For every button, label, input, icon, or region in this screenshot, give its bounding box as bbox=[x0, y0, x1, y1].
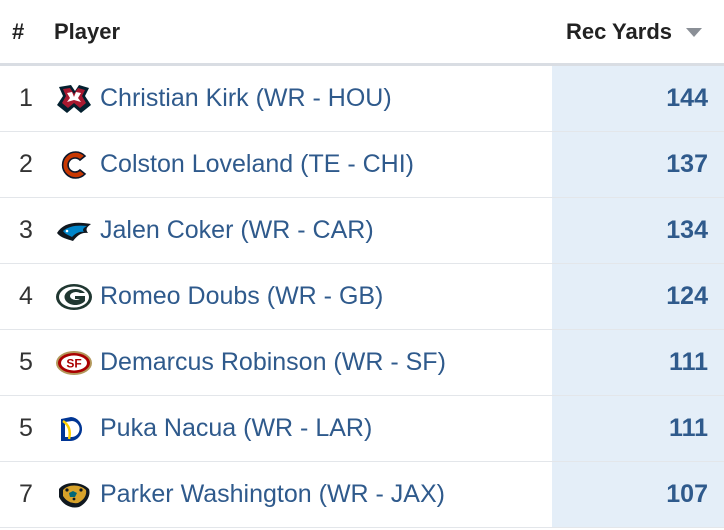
table-row: 5 Puka Nacua (WR - LAR) 111 bbox=[0, 396, 724, 462]
row-rec-yards: 137 bbox=[552, 132, 724, 197]
player-link[interactable]: Christian Kirk (WR - HOU) bbox=[100, 84, 392, 112]
caret-down-icon[interactable] bbox=[686, 28, 702, 37]
table-row: 3 Jalen Coker (WR - CAR) 134 bbox=[0, 198, 724, 264]
player-link[interactable]: Demarcus Robinson (WR - SF) bbox=[100, 348, 446, 376]
row-rec-yards: 124 bbox=[552, 264, 724, 329]
row-rank: 5 bbox=[19, 414, 33, 442]
table-row: 4 Romeo Doubs (WR - GB) 124 bbox=[0, 264, 724, 330]
row-rank: 7 bbox=[19, 480, 33, 508]
row-rec-yards: 111 bbox=[552, 330, 724, 395]
row-rec-yards: 144 bbox=[552, 66, 724, 131]
player-column-header[interactable]: Player bbox=[54, 18, 121, 44]
row-rank: 2 bbox=[19, 150, 33, 178]
player-link[interactable]: Parker Washington (WR - JAX) bbox=[100, 480, 445, 508]
table-row: 5 SF Demarcus Robinson (WR - SF) 111 bbox=[0, 330, 724, 396]
row-rank: 3 bbox=[19, 216, 33, 244]
player-link[interactable]: Jalen Coker (WR - CAR) bbox=[100, 216, 374, 244]
rec-yards-header-label: Rec Yards bbox=[565, 18, 672, 44]
row-rec-yards: 111 bbox=[552, 396, 724, 461]
row-rec-yards: 107 bbox=[552, 462, 724, 527]
player-link[interactable]: Colston Loveland (TE - CHI) bbox=[100, 150, 415, 178]
panthers-logo-icon bbox=[54, 214, 94, 248]
49ers-logo-icon: SF bbox=[54, 346, 94, 380]
rec-yards-column-header[interactable]: Rec Yards bbox=[552, 0, 724, 63]
row-rank: 5 bbox=[19, 348, 33, 376]
table-row: 7 Parker Washington (WR - JAX) 107 bbox=[0, 462, 724, 528]
rams-logo-icon bbox=[54, 412, 94, 446]
player-link[interactable]: Romeo Doubs (WR - GB) bbox=[100, 282, 384, 310]
table-header: # Player Rec Yards bbox=[0, 0, 724, 66]
row-rank: 4 bbox=[19, 282, 33, 310]
packers-logo-icon bbox=[54, 280, 94, 314]
player-link[interactable]: Puka Nacua (WR - LAR) bbox=[100, 414, 373, 442]
jaguars-logo-icon bbox=[54, 478, 94, 512]
rank-column-header: # bbox=[12, 18, 25, 44]
table-row: 2 Colston Loveland (TE - CHI) 137 bbox=[0, 132, 724, 198]
table-row: 1 Christian Kirk (WR - HOU) 144 bbox=[0, 66, 724, 132]
row-rec-yards: 134 bbox=[552, 198, 724, 263]
svg-text:SF: SF bbox=[66, 356, 81, 370]
row-rank: 1 bbox=[19, 84, 33, 112]
texans-logo-icon bbox=[54, 82, 94, 116]
bears-logo-icon bbox=[54, 148, 94, 182]
